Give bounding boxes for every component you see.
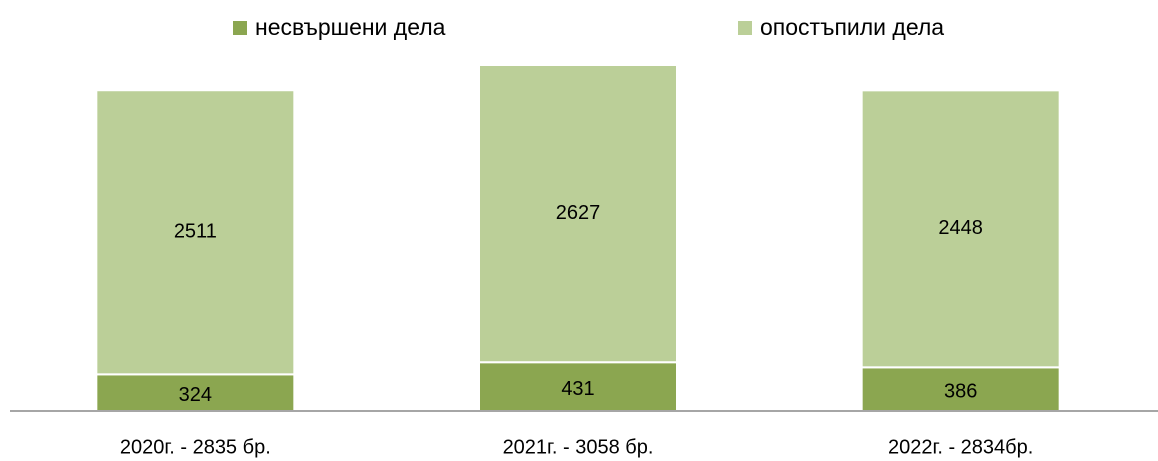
- legend-label: несвършени дела: [255, 14, 446, 40]
- x-tick-label: 2020г. - 2835 бр.: [120, 436, 271, 458]
- bar-segment: [860, 89, 1061, 369]
- bar-segment: [478, 64, 678, 364]
- data-label: 2448: [938, 217, 983, 239]
- bar-segment: [95, 89, 296, 376]
- data-label: 431: [561, 378, 594, 400]
- legend-swatch: [233, 21, 247, 35]
- data-label: 324: [179, 384, 212, 406]
- legend-swatch: [738, 21, 752, 35]
- x-tick-label: 2022г. - 2834бр.: [888, 436, 1033, 458]
- data-label: 2627: [556, 202, 601, 224]
- data-label: 386: [944, 380, 977, 402]
- bar-segment: [95, 373, 296, 413]
- legend-label: опостъпили дела: [760, 14, 944, 40]
- x-tick-label: 2021г. - 3058 бр.: [503, 436, 654, 458]
- data-label: 2511: [174, 221, 217, 243]
